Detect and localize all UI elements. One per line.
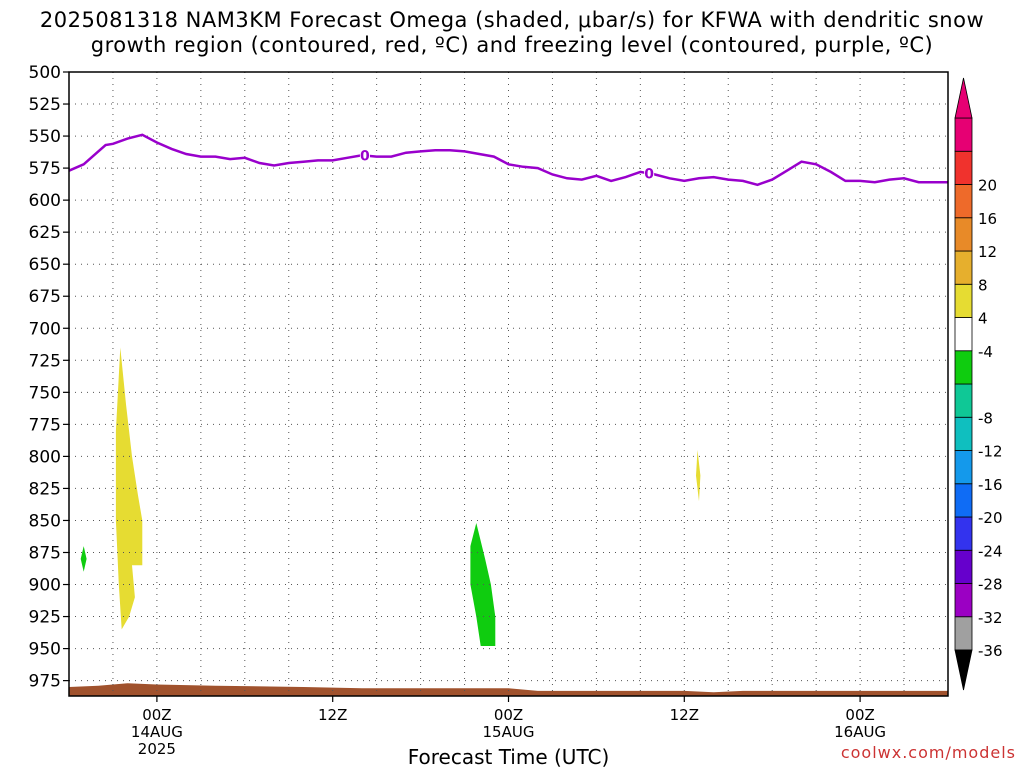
x-tick-label-5-1: 00Z bbox=[845, 706, 874, 724]
colorbar-segment-14 bbox=[954, 184, 973, 219]
colorbar-label-10: 4 bbox=[978, 310, 988, 328]
y-tick-label-725: 725 bbox=[29, 351, 61, 371]
omega-region-4 bbox=[696, 450, 701, 502]
colorbar-label-9: -4 bbox=[978, 343, 993, 361]
y-tick-label-700: 700 bbox=[29, 319, 61, 339]
colorbar-label-7: -12 bbox=[978, 443, 1003, 461]
colorbar-lower-triangle bbox=[954, 649, 973, 691]
x-tick-label-5-2: 16AUG bbox=[834, 723, 886, 741]
y-tick-label-575: 575 bbox=[29, 159, 61, 179]
y-tick-label-900: 900 bbox=[29, 576, 61, 596]
colorbar-segment-6 bbox=[954, 450, 973, 485]
y-tick-label-750: 750 bbox=[29, 383, 61, 403]
colorbar-segment-5 bbox=[954, 483, 973, 518]
colorbar-label-2: -32 bbox=[978, 609, 1003, 627]
omega-region-2 bbox=[470, 523, 496, 646]
colorbar-label-5: -20 bbox=[978, 509, 1003, 527]
colorbar-segment-2 bbox=[954, 583, 973, 618]
chart-title-line-1: 2025081318 NAM3KM Forecast Omega (shaded… bbox=[39, 8, 985, 32]
freezing-level-label-2: 0 bbox=[644, 166, 654, 182]
grid-layer bbox=[69, 71, 948, 696]
y-tick-label-650: 650 bbox=[29, 255, 61, 275]
x-tick-label-1-1: 00Z bbox=[142, 706, 171, 724]
y-tick-label-775: 775 bbox=[29, 415, 61, 435]
x-tick-label-2-1: 12Z bbox=[318, 706, 347, 724]
colorbar-segment-13 bbox=[954, 217, 973, 252]
freezing-level-label-bg bbox=[359, 147, 370, 164]
x-tick-label-4-1: 12Z bbox=[670, 706, 699, 724]
y-tick-label-500: 500 bbox=[29, 63, 61, 83]
colorbar-segment-8 bbox=[954, 383, 973, 418]
site-credit: coolwx.com/models bbox=[840, 743, 1016, 762]
y-tick-label-800: 800 bbox=[29, 447, 61, 467]
ground-fill bbox=[69, 683, 948, 696]
y-tick-label-925: 925 bbox=[29, 608, 61, 628]
y-tick-label-550: 550 bbox=[29, 127, 61, 147]
colorbar-segment-12 bbox=[954, 250, 973, 285]
x-tick-label-1-3: 2025 bbox=[138, 740, 176, 758]
y-tick-label-825: 825 bbox=[29, 479, 61, 499]
y-axis: 500 525 550 575 600 625 650 675 700 725 750 775 800 8… bbox=[29, 63, 69, 692]
colorbar-segment-3 bbox=[954, 549, 973, 584]
x-tick-label-1-2: 14AUG bbox=[131, 723, 183, 741]
colorbar-segment-10 bbox=[954, 317, 973, 352]
freezing-level-layer: 00 bbox=[68, 133, 948, 187]
y-tick-label-850: 850 bbox=[29, 511, 61, 531]
colorbar-label-3: -28 bbox=[978, 576, 1003, 594]
x-tick-label-3-2: 15AUG bbox=[483, 723, 535, 741]
colorbar-segment-4 bbox=[954, 516, 973, 551]
colorbar-upper-triangle bbox=[954, 77, 973, 119]
colorbar-segment-11 bbox=[954, 283, 973, 318]
chart-title-line-2: growth region (contoured, red, ºC) and f… bbox=[90, 33, 934, 57]
freezing-level-line bbox=[68, 133, 948, 187]
y-tick-label-625: 625 bbox=[29, 223, 61, 243]
colorbar-label-6: -16 bbox=[978, 476, 1003, 494]
y-tick-label-675: 675 bbox=[29, 287, 61, 307]
colorbar-segment-7 bbox=[954, 416, 973, 451]
colorbar-label-1: -36 bbox=[978, 642, 1003, 660]
y-tick-label-950: 950 bbox=[29, 640, 61, 660]
colorbar-segment-16 bbox=[954, 117, 973, 152]
x-axis-title: Forecast Time (UTC) bbox=[408, 745, 610, 768]
colorbar-segment-9 bbox=[954, 350, 973, 385]
colorbar-label-4: -24 bbox=[978, 542, 1003, 560]
y-tick-label-875: 875 bbox=[29, 543, 61, 563]
colorbar-label-13: 16 bbox=[978, 210, 997, 228]
colorbar-segment-15 bbox=[954, 150, 973, 185]
freezing-level-label-bg bbox=[644, 165, 655, 182]
x-tick-label-3-1: 00Z bbox=[494, 706, 523, 724]
omega-shading-layer bbox=[80, 347, 701, 646]
y-tick-label-600: 600 bbox=[29, 191, 61, 211]
colorbar-segment-1 bbox=[954, 616, 973, 651]
y-tick-label-975: 975 bbox=[29, 672, 61, 692]
y-tick-label-525: 525 bbox=[29, 95, 61, 115]
ground-layer bbox=[69, 683, 948, 696]
colorbar-label-8: -8 bbox=[978, 409, 993, 427]
colorbar: -36 -32 -28 -24 -20 -16 -12 -8 -4 4 8 12 16 20 bbox=[954, 77, 1003, 691]
omega-region-3 bbox=[80, 546, 87, 572]
colorbar-label-11: 8 bbox=[978, 276, 988, 294]
colorbar-label-14: 20 bbox=[978, 177, 997, 195]
freezing-level-label-1: 0 bbox=[360, 149, 370, 165]
colorbar-label-12: 12 bbox=[978, 243, 997, 261]
